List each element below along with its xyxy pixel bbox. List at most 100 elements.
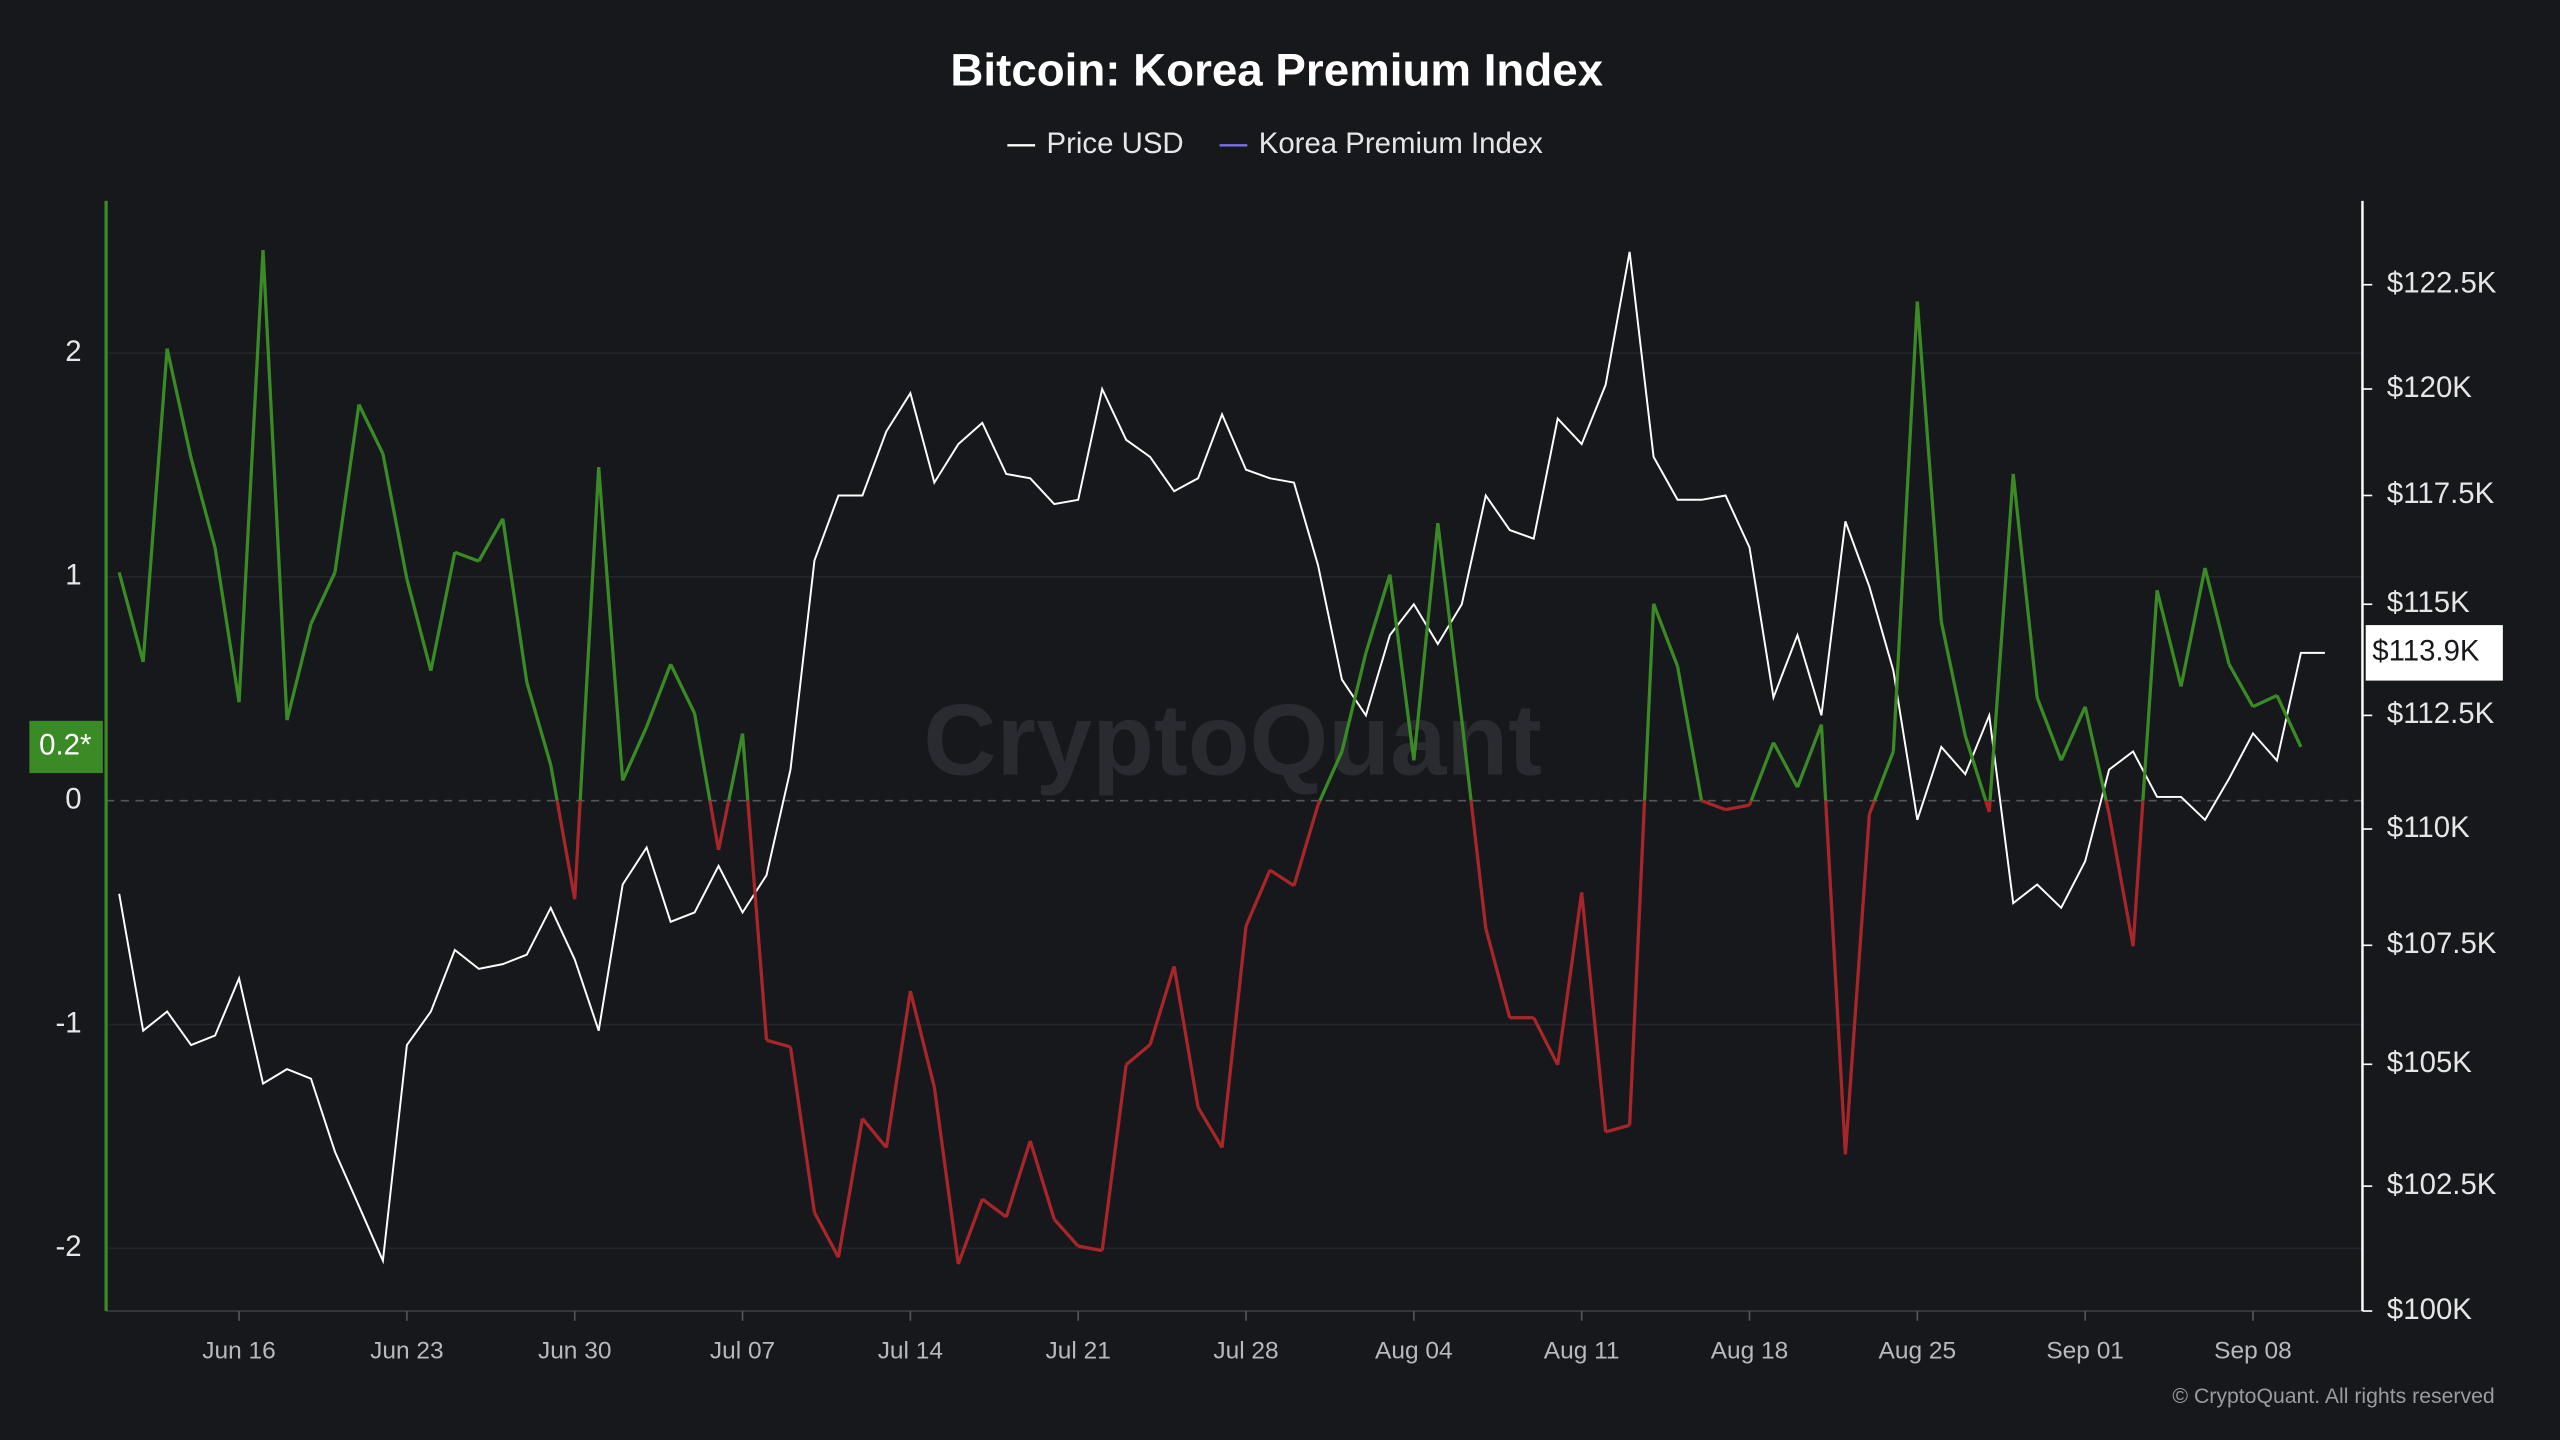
y-tick-label: 2 (65, 335, 81, 368)
index-segment (1412, 522, 1440, 761)
index-segment (309, 571, 337, 625)
index-segment (1843, 813, 1871, 1155)
index-segment (1725, 803, 1750, 812)
index-segment (1700, 799, 1727, 812)
index-segment (1004, 1140, 1032, 1218)
x-tick-label: Sep 01 (2046, 1337, 2124, 1364)
price-line (118, 251, 2325, 1265)
index-segment (1675, 666, 1704, 801)
y-tick-label: -2 (56, 1230, 82, 1263)
y2-tick-label: $107.5K (2387, 927, 2497, 960)
index-segment (740, 733, 750, 801)
index-segment (578, 467, 601, 801)
index-segment (2035, 697, 2063, 761)
index-tag-label: 0.2* (39, 729, 91, 762)
index-segment (555, 800, 577, 900)
index-segment (908, 990, 936, 1088)
x-tick-label: Jul 07 (710, 1337, 775, 1364)
index-segment (645, 663, 673, 728)
index-segment (621, 726, 649, 782)
index-segment (213, 547, 241, 703)
y2-tick-label: $100K (2387, 1293, 2472, 1326)
index-segment (1077, 1244, 1103, 1253)
index-segment (692, 713, 712, 801)
index-segment (1196, 1106, 1224, 1149)
index-segment (2011, 473, 2039, 698)
index-segment (861, 1117, 888, 1149)
y-tick-label: 0 (65, 782, 81, 815)
index-segment (932, 1086, 960, 1265)
index-segment (2059, 706, 2087, 762)
index-segment (2275, 694, 2303, 748)
index-segment (2227, 663, 2255, 708)
index-segment (477, 517, 505, 562)
index-segment (1484, 927, 1512, 1019)
index-segment (1987, 800, 1992, 812)
y2-tick-label: $102.5K (2387, 1168, 2497, 1201)
index-segment (357, 403, 385, 455)
index-segment (1125, 1043, 1152, 1067)
index-segment (2131, 800, 2145, 947)
index-segment (597, 467, 625, 781)
index-segment (381, 453, 409, 580)
index-segment (956, 1198, 984, 1265)
index-segment (813, 1211, 840, 1259)
index-segment (1388, 574, 1416, 761)
index-segment (501, 518, 529, 683)
index-segment (1532, 1017, 1560, 1066)
index-segment (1819, 724, 1828, 801)
index-segment (1772, 741, 1799, 789)
index-segment (1244, 869, 1272, 927)
index-segment (285, 623, 313, 721)
index-segment (549, 764, 559, 801)
x-tick-label: Aug 04 (1375, 1337, 1453, 1364)
index-segment (836, 1118, 865, 1258)
index-segment (2107, 813, 2135, 947)
index-segment (2083, 706, 2108, 802)
index-segment (708, 800, 721, 851)
x-tick-label: Jun 30 (538, 1337, 611, 1364)
index-segment (261, 249, 289, 721)
index-segment (1340, 652, 1368, 752)
index-segment (2104, 800, 2111, 815)
index-segment (1316, 800, 1322, 806)
index-segment (429, 551, 457, 672)
index-segment (716, 800, 731, 851)
index-segment (1872, 750, 1895, 802)
index-segment (1824, 800, 1848, 1155)
index-segment (117, 571, 145, 663)
index-segment (1556, 892, 1584, 1066)
y2-tick-label: $110K (2387, 811, 2470, 844)
index-segment (981, 1197, 1008, 1219)
index-segment (1436, 522, 1464, 721)
index-segment (1469, 800, 1488, 929)
y-tick-label: 1 (65, 559, 81, 592)
index-segment (788, 1046, 817, 1213)
legend-label: Korea Premium Index (1259, 127, 1543, 160)
index-segment (727, 733, 745, 802)
index-segment (1642, 603, 1656, 801)
index-segment (1318, 750, 1344, 802)
y2-tick-label: $112.5K (2387, 697, 2495, 730)
index-segment (2252, 694, 2278, 709)
index-segment (525, 681, 553, 766)
index-segment (1292, 804, 1320, 887)
watermark: CryptoQuant (923, 683, 1542, 796)
x-tick-label: Jul 14 (878, 1337, 943, 1364)
index-segment (1460, 719, 1473, 801)
x-tick-label: Sep 08 (2214, 1337, 2292, 1364)
index-segment (1028, 1140, 1056, 1220)
index-segment (1220, 925, 1248, 1148)
x-tick-label: Aug 18 (1711, 1337, 1789, 1364)
legend-label: Price USD (1047, 127, 1184, 160)
index-segment (2155, 589, 2183, 687)
index-segment (1364, 574, 1392, 654)
index-segment (2203, 567, 2231, 665)
index-segment (2179, 567, 2207, 687)
index-segment (1269, 868, 1295, 888)
index-segment (1172, 966, 1200, 1108)
index-segment (237, 249, 265, 703)
x-tick-label: Jun 16 (202, 1337, 275, 1364)
